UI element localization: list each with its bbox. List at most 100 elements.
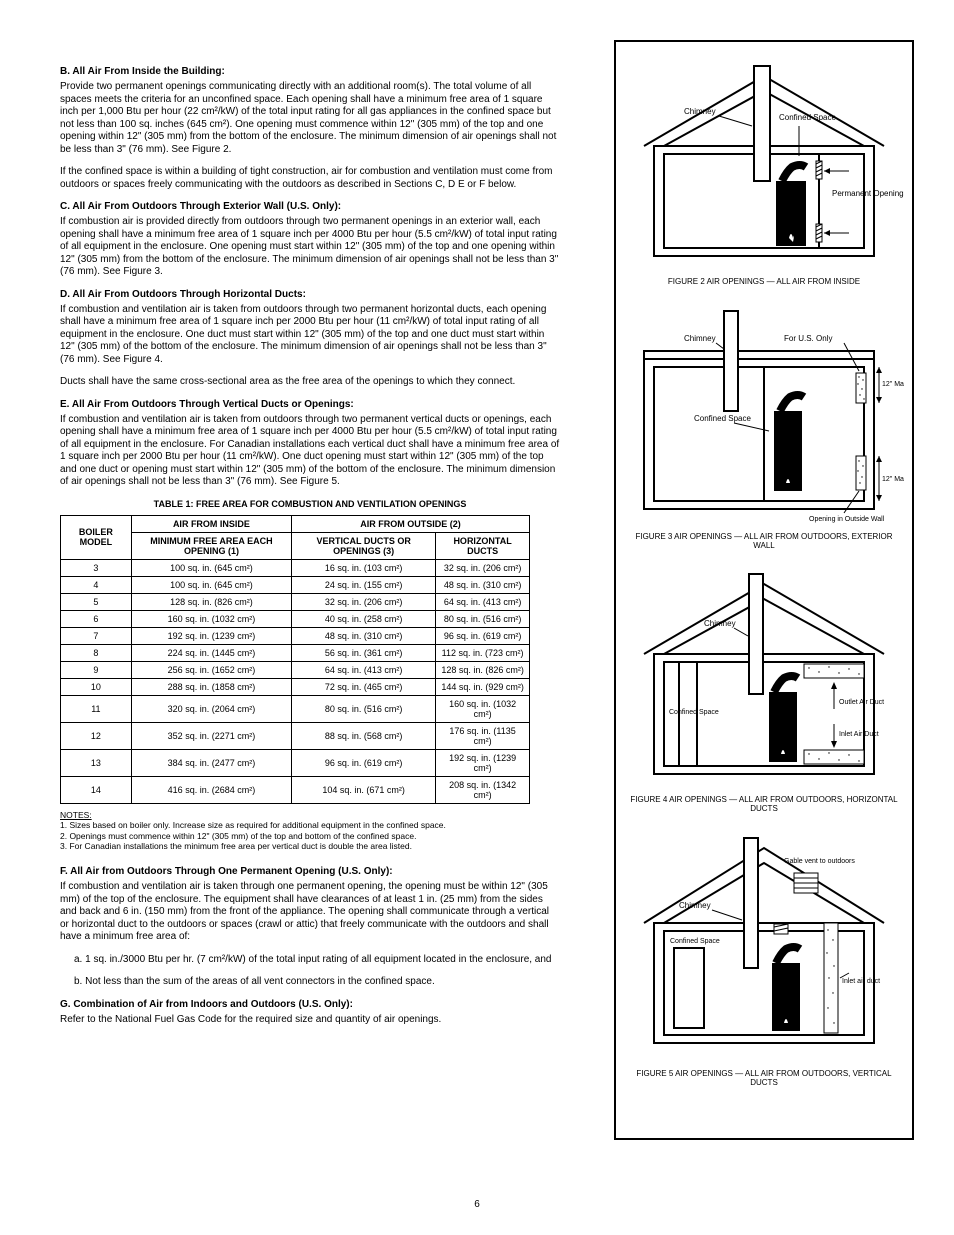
figure-2-svg: Chimney Permanent Openings Confined Spac bbox=[624, 56, 904, 276]
para-e1: If combustion and ventilation air is tak… bbox=[60, 414, 560, 489]
para-f1: If combustion and ventilation air is tak… bbox=[60, 881, 560, 944]
table-row: 6160 sq. in. (1032 cm²)40 sq. in. (258 c… bbox=[61, 610, 530, 627]
table-cell: 160 sq. in. (1032 cm²) bbox=[436, 695, 530, 722]
table-cell: 96 sq. in. (619 cm²) bbox=[292, 749, 436, 776]
table-cell: 4 bbox=[61, 576, 132, 593]
para-b2: If the confined space is within a buildi… bbox=[60, 166, 560, 191]
fig3-chimney-label: Chimney bbox=[684, 334, 716, 343]
para-b1: Provide two permanent openings communica… bbox=[60, 81, 560, 156]
table-cell: 100 sq. in. (645 cm²) bbox=[131, 576, 291, 593]
table-cell: 176 sq. in. (1135 cm²) bbox=[436, 722, 530, 749]
table-row: 14416 sq. in. (2684 cm²)104 sq. in. (671… bbox=[61, 776, 530, 803]
para-c1: If combustion air is provided directly f… bbox=[60, 216, 560, 279]
table-cell: 10 bbox=[61, 678, 132, 695]
fig2-confined-label: Confined Space bbox=[779, 113, 836, 122]
table-cell: 12 bbox=[61, 722, 132, 749]
table-cell: 208 sq. in. (1342 cm²) bbox=[436, 776, 530, 803]
free-area-table: BOILER MODEL AIR FROM INSIDE AIR FROM OU… bbox=[60, 515, 530, 804]
table-cell: 288 sq. in. (1858 cm²) bbox=[131, 678, 291, 695]
table-cell: 384 sq. in. (2477 cm²) bbox=[131, 749, 291, 776]
notes-label: NOTES: bbox=[60, 810, 92, 820]
table-cell: 104 sq. in. (671 cm²) bbox=[292, 776, 436, 803]
figure-3: Chimney Confined Space bbox=[624, 301, 904, 551]
figure-5-caption: FIGURE 5 AIR OPENINGS — ALL AIR FROM OUT… bbox=[628, 1070, 900, 1088]
heading-b: B. All Air From Inside the Building: bbox=[60, 66, 560, 77]
table-cell: 352 sq. in. (2271 cm²) bbox=[131, 722, 291, 749]
heading-g: G. Combination of Air from Indoors and O… bbox=[60, 999, 560, 1010]
fig4-inlet: Inlet Air Duct bbox=[839, 731, 879, 738]
bullet-f-a: a. 1 sq. in./3000 Btu per hr. (7 cm²/kW)… bbox=[60, 954, 560, 967]
table-row: 13384 sq. in. (2477 cm²)96 sq. in. (619 … bbox=[61, 749, 530, 776]
fig3-top12: 12" Max bbox=[882, 381, 904, 388]
fig3-confined-label: Confined Space bbox=[694, 414, 751, 423]
table-cell: 256 sq. in. (1652 cm²) bbox=[131, 661, 291, 678]
fig3-usonly: For U.S. Only bbox=[784, 334, 832, 343]
table-cell: 96 sq. in. (619 cm²) bbox=[436, 627, 530, 644]
figure-4-svg: Chimney Confined Space Outl bbox=[624, 564, 904, 794]
table-notes: NOTES: 1. Sizes based on boiler only. In… bbox=[60, 810, 560, 853]
table-cell: 128 sq. in. (826 cm²) bbox=[131, 593, 291, 610]
table-row: 8224 sq. in. (1445 cm²)56 sq. in. (361 c… bbox=[61, 644, 530, 661]
fig3-bot12: 12" Max bbox=[882, 476, 904, 483]
table-row: 11320 sq. in. (2064 cm²)80 sq. in. (516 … bbox=[61, 695, 530, 722]
page-number: 6 bbox=[0, 1199, 954, 1210]
table-cell: 64 sq. in. (413 cm²) bbox=[292, 661, 436, 678]
table-cell: 320 sq. in. (2064 cm²) bbox=[131, 695, 291, 722]
table-cell: 6 bbox=[61, 610, 132, 627]
fig4-outlet: Outlet Air Duct bbox=[839, 699, 884, 706]
note-1: 1. Sizes based on boiler only. Increase … bbox=[60, 820, 446, 830]
figure-3-caption: FIGURE 3 AIR OPENINGS — ALL AIR FROM OUT… bbox=[628, 533, 900, 551]
left-column: B. All Air From Inside the Building: Pro… bbox=[60, 60, 560, 1036]
heading-e: E. All Air From Outdoors Through Vertica… bbox=[60, 399, 560, 410]
table-cell: 32 sq. in. (206 cm²) bbox=[292, 593, 436, 610]
th-outside-top: AIR FROM OUTSIDE (2) bbox=[292, 515, 530, 532]
note-2: 2. Openings must commence within 12" (30… bbox=[60, 831, 416, 841]
para-g1: Refer to the National Fuel Gas Code for … bbox=[60, 1014, 560, 1027]
table-cell: 144 sq. in. (929 cm²) bbox=[436, 678, 530, 695]
table-cell: 48 sq. in. (310 cm²) bbox=[292, 627, 436, 644]
table-cell: 80 sq. in. (516 cm²) bbox=[436, 610, 530, 627]
figure-5-svg: Chimney Gable vent to outdoors Confined … bbox=[624, 828, 904, 1068]
table-cell: 128 sq. in. (826 cm²) bbox=[436, 661, 530, 678]
table-cell: 56 sq. in. (361 cm²) bbox=[292, 644, 436, 661]
table-cell: 100 sq. in. (645 cm²) bbox=[131, 559, 291, 576]
heading-d: D. All Air From Outdoors Through Horizon… bbox=[60, 289, 560, 300]
table-cell: 11 bbox=[61, 695, 132, 722]
table-row: 3100 sq. in. (645 cm²)16 sq. in. (103 cm… bbox=[61, 559, 530, 576]
heading-c: C. All Air From Outdoors Through Exterio… bbox=[60, 201, 560, 212]
fig2-perm-label: Permanent Openings bbox=[832, 189, 904, 198]
note-3: 3. For Canadian installations the minimu… bbox=[60, 841, 412, 851]
table-row: 10288 sq. in. (1858 cm²)72 sq. in. (465 … bbox=[61, 678, 530, 695]
th-inside-top: AIR FROM INSIDE bbox=[131, 515, 291, 532]
table-cell: 40 sq. in. (258 cm²) bbox=[292, 610, 436, 627]
th-horiz: HORIZONTAL DUCTS bbox=[436, 532, 530, 559]
para-d2: Ducts shall have the same cross-sectiona… bbox=[60, 376, 560, 389]
table-cell: 3 bbox=[61, 559, 132, 576]
fig2-chimney-label: Chimney bbox=[684, 107, 716, 116]
table-cell: 192 sq. in. (1239 cm²) bbox=[436, 749, 530, 776]
table-row: 7192 sq. in. (1239 cm²)48 sq. in. (310 c… bbox=[61, 627, 530, 644]
th-vert: VERTICAL DUCTS OR OPENINGS (3) bbox=[292, 532, 436, 559]
fig4-confined-label: Confined Space bbox=[669, 709, 719, 716]
th-model: BOILER MODEL bbox=[61, 515, 132, 559]
table-cell: 192 sq. in. (1239 cm²) bbox=[131, 627, 291, 644]
table-row: 4100 sq. in. (645 cm²)24 sq. in. (155 cm… bbox=[61, 576, 530, 593]
table-cell: 80 sq. in. (516 cm²) bbox=[292, 695, 436, 722]
table-cell: 8 bbox=[61, 644, 132, 661]
figure-4: Chimney Confined Space Outl bbox=[624, 564, 904, 814]
heading-f: F. All Air from Outdoors Through One Per… bbox=[60, 866, 560, 877]
figure-3-svg: Chimney Confined Space bbox=[624, 301, 904, 531]
para-d1: If combustion and ventilation air is tak… bbox=[60, 304, 560, 367]
table-row: 9256 sq. in. (1652 cm²)64 sq. in. (413 c… bbox=[61, 661, 530, 678]
table-cell: 5 bbox=[61, 593, 132, 610]
fig3-outwall: Opening in Outside Wall bbox=[809, 516, 885, 523]
table-cell: 9 bbox=[61, 661, 132, 678]
table-cell: 416 sq. in. (2684 cm²) bbox=[131, 776, 291, 803]
fig4-chimney-label: Chimney bbox=[704, 619, 736, 628]
table-cell: 224 sq. in. (1445 cm²) bbox=[131, 644, 291, 661]
th-inside-bot: MINIMUM FREE AREA EACH OPENING (1) bbox=[131, 532, 291, 559]
right-diagram-column: Chimney Permanent Openings Confined Spac bbox=[614, 40, 914, 1140]
bullet-f-b: b. Not less than the sum of the areas of… bbox=[60, 976, 560, 989]
figure-4-caption: FIGURE 4 AIR OPENINGS — ALL AIR FROM OUT… bbox=[628, 796, 900, 814]
figure-2: Chimney Permanent Openings Confined Spac bbox=[624, 56, 904, 287]
